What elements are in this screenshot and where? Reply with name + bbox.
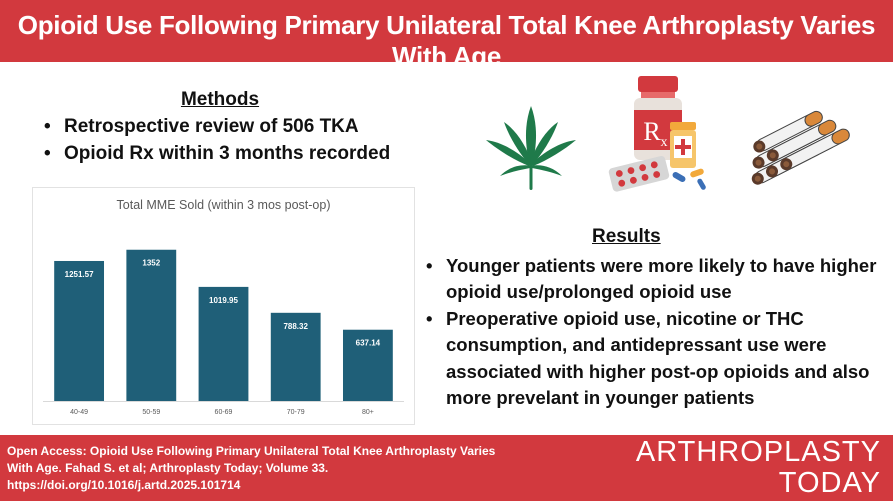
chart-panel: Total MME Sold (within 3 mos post-op) 125… <box>32 187 415 425</box>
methods-item: Retrospective review of 506 TKA <box>44 113 390 140</box>
chart-bar <box>270 312 321 401</box>
methods-list: Retrospective review of 506 TKA Opioid R… <box>44 113 390 167</box>
citation-line: Open Access: Opioid Use Following Primar… <box>7 444 496 458</box>
chart-bar <box>54 260 105 401</box>
chart-data-label: 1251.57 <box>65 270 94 279</box>
chart-bar <box>342 329 393 401</box>
results-item: Younger patients were more likely to hav… <box>424 253 884 306</box>
chart-x-tick-label: 40-49 <box>70 409 88 416</box>
cannabis-leaf-icon <box>486 106 576 190</box>
svg-text:x: x <box>661 135 668 150</box>
chart-x-tick-label: 60-69 <box>215 409 233 416</box>
chart-data-label: 788.32 <box>283 322 308 331</box>
chart-data-label: 637.14 <box>356 339 381 348</box>
results-heading: Results <box>592 226 661 247</box>
bar-chart: Total MME Sold (within 3 mos post-op) 125… <box>43 198 404 416</box>
page-title: Opioid Use Following Primary Unilateral … <box>17 10 876 71</box>
chart-x-tick-label: 70-79 <box>287 409 305 416</box>
results-item: Preoperative opioid use, nicotine or THC… <box>424 306 884 412</box>
citation-line: With Age. Fahad S. et al; Arthroplasty T… <box>7 461 329 476</box>
journal-logo: ARTHROPLASTY TODAY <box>636 437 881 499</box>
chart-x-tick-label: 50-59 <box>142 409 160 416</box>
chart-title: Total MME Sold (within 3 mos post-op) <box>117 198 331 212</box>
chart-bar <box>198 286 249 401</box>
citation: Open Access: Opioid Use Following Primar… <box>7 443 537 495</box>
footer-banner: Open Access: Opioid Use Following Primar… <box>0 435 893 501</box>
citation-doi[interactable]: https://doi.org/10.1016/j.artd.2025.1017… <box>7 478 241 493</box>
journal-logo-line: TODAY <box>778 467 881 499</box>
header-banner: Opioid Use Following Primary Unilateral … <box>0 0 893 71</box>
chart-x-tick-label: 80+ <box>362 409 374 416</box>
journal-logo-line: ARTHROPLASTY <box>635 436 881 468</box>
chart-data-label: 1352 <box>142 259 160 268</box>
results-list: Younger patients were more likely to hav… <box>424 253 884 411</box>
methods-heading: Methods <box>180 89 260 110</box>
cigarettes-icon <box>751 110 850 185</box>
chart-data-label: 1019.95 <box>209 296 238 305</box>
pill-bottles-icon: R x <box>608 76 706 192</box>
svg-text:R: R <box>643 117 661 146</box>
chart-bar <box>126 249 177 401</box>
methods-item: Opioid Rx within 3 months recorded <box>44 140 390 167</box>
